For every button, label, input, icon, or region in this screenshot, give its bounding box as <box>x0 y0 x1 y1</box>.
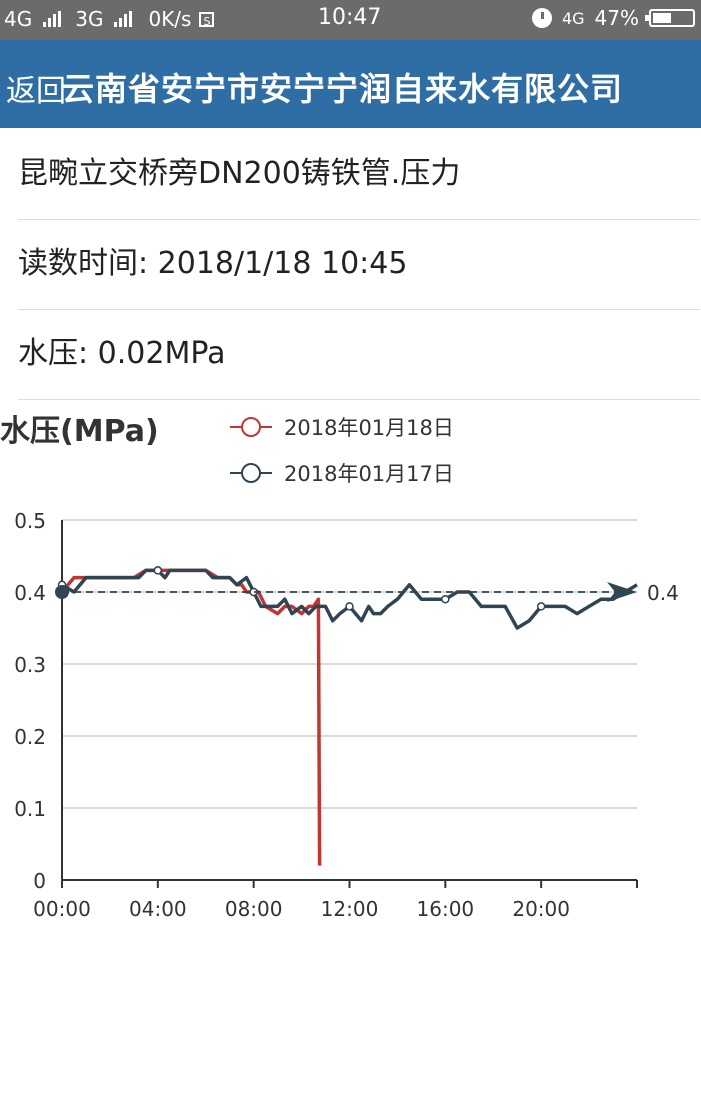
page-title: 云南省安宁市安宁宁润自来水有限公司 <box>62 70 624 108</box>
x-tick-label: 04:00 <box>129 897 187 921</box>
x-tick-label: 00:00 <box>33 897 91 921</box>
y-tick-label: 0.2 <box>14 725 46 749</box>
series-point-2 <box>345 602 354 611</box>
legend-label-series-2: 2018年01月17日 <box>284 462 454 486</box>
reading-time: 读数时间: 2018/1/18 10:45 <box>18 219 700 310</box>
pressure-line-chart: 0 0.1 0.2 0.3 0.4 0.5 00:00 04:00 08:00 12:00 16:0… <box>14 509 679 921</box>
markline-start <box>55 585 69 599</box>
y-tick-label: 0.1 <box>14 797 46 821</box>
chart-legend: 2018年01月18日 2018年01月17日 <box>230 404 454 496</box>
series-point-2 <box>441 594 450 604</box>
status-bar: 4G 3G 0K/s S 10:47 4G 47% <box>0 0 701 40</box>
y-tick-label: 0.4 <box>14 581 46 605</box>
clock: 10:47 <box>318 5 382 30</box>
signal-icon-2 <box>114 11 133 27</box>
signal-icon <box>43 11 62 27</box>
markline-arrow <box>607 582 637 602</box>
legend-marker-series-1 <box>230 417 272 437</box>
y-tick-label: 0.5 <box>14 509 46 533</box>
status-left: 4G 3G 0K/s S <box>4 7 215 31</box>
x-tick-label: 12:00 <box>321 897 379 921</box>
app-header: 返回 云南省安宁市安宁宁润自来水有限公司 <box>0 40 701 128</box>
x-tick-label: 20:00 <box>512 897 570 921</box>
sim-icon: S <box>199 11 215 28</box>
markline-label: 0.4 <box>647 581 679 605</box>
series-line-2 <box>61 568 638 630</box>
battery-percent: 47% <box>594 6 639 30</box>
series-line-1 <box>60 568 322 866</box>
legend-label-series-1: 2018年01月18日 <box>284 416 454 440</box>
network-type-3: 4G <box>561 8 585 28</box>
x-tick-label: 08:00 <box>225 897 283 921</box>
legend-marker-series-2 <box>230 463 272 483</box>
chart-title: 水压(MPa) <box>0 414 159 449</box>
status-right: 4G 47% <box>531 6 695 30</box>
battery-fill <box>653 13 671 23</box>
y-tick-label: 0 <box>33 869 46 893</box>
network-type-1: 4G <box>4 7 33 31</box>
battery-icon <box>645 9 695 27</box>
network-type-2: 3G <box>75 7 104 31</box>
x-tick-label: 16:00 <box>417 897 475 921</box>
back-button[interactable]: 返回 <box>6 74 66 109</box>
series-point-2 <box>536 602 546 611</box>
legend-item-series-2[interactable]: 2018年01月17日 <box>230 450 454 496</box>
y-tick-label: 0.3 <box>14 653 46 677</box>
pressure-value: 水压: 0.02MPa <box>18 309 700 400</box>
station-name: 昆畹立交桥旁DN200铸铁管.压力 <box>18 129 700 220</box>
series-point-2 <box>153 566 163 575</box>
legend-item-series-1[interactable]: 2018年01月18日 <box>230 404 454 450</box>
network-speed: 0K/s <box>148 7 192 31</box>
alarm-icon <box>531 8 552 28</box>
